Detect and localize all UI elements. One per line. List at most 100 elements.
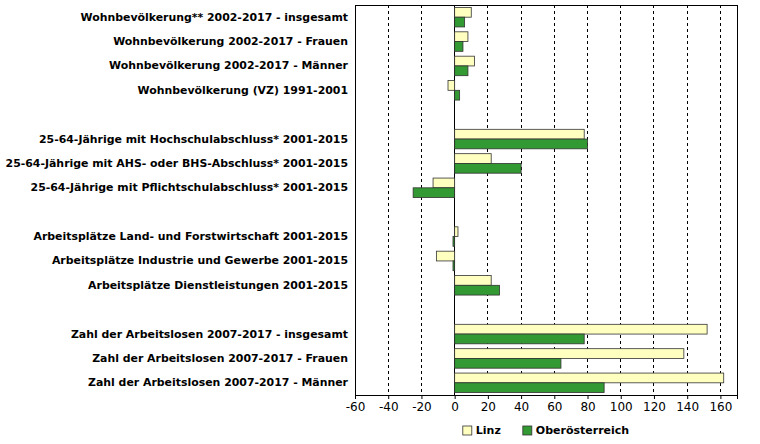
- tick: 25-64-Jährige mit AHS- oder BHS-Abschlus…: [6, 157, 355, 170]
- bar: [455, 7, 472, 17]
- bar: [453, 237, 455, 247]
- bar: [455, 227, 458, 237]
- tick: 100: [610, 395, 633, 414]
- bar: [455, 276, 492, 286]
- tick-mark: [421, 395, 422, 399]
- category-label: Wohnbevölkerung 2002-2017 - Männer: [109, 59, 349, 72]
- tick: Arbeitsplätze Industrie und Gewerbe 2001…: [52, 254, 355, 267]
- tick: 160: [709, 395, 732, 414]
- tick-label: 60: [547, 400, 562, 414]
- tick: Arbeitsplätze Land- und Forstwirtschaft …: [33, 230, 355, 243]
- category-label: Arbeitsplätze Industrie und Gewerbe 2001…: [52, 254, 348, 267]
- tick-label: -40: [379, 400, 399, 414]
- bar: [455, 66, 468, 76]
- tick: Wohnbevölkerung 2002-2017 - Frauen: [113, 35, 355, 48]
- tick: Zahl der Arbeitslosen 2007-2017 - Frauen: [92, 352, 355, 365]
- bar: [455, 383, 604, 393]
- category-label: Zahl der Arbeitslosen 2007-2017 - insges…: [71, 328, 348, 341]
- tick: -20: [412, 395, 432, 414]
- tick-mark: [588, 395, 589, 399]
- tick: 25-64-Jährige mit Pflichtschulabschluss*…: [31, 181, 355, 194]
- legend-label: Oberösterreich: [536, 424, 629, 437]
- tick: Wohnbevölkerung (VZ) 1991-2001: [138, 84, 355, 97]
- axis-line: [355, 6, 356, 396]
- series-bars: [413, 17, 604, 392]
- tick: Wohnbevölkerung** 2002-2017 - insgesamt: [81, 11, 355, 24]
- bar: [455, 324, 707, 334]
- bar: [455, 139, 588, 149]
- tick-mark: [687, 395, 688, 399]
- bars: [413, 7, 724, 392]
- bar: [455, 373, 724, 383]
- grid-line: [421, 5, 422, 395]
- tick: 80: [580, 395, 595, 414]
- tick-label: -20: [412, 400, 432, 414]
- tick-label: 120: [643, 400, 666, 414]
- legend-swatch: [523, 426, 532, 435]
- tick: 20: [481, 395, 496, 414]
- tick-label: 160: [709, 400, 732, 414]
- tick-mark: [488, 395, 489, 399]
- category-label: Arbeitsplätze Land- und Forstwirtschaft …: [33, 230, 348, 243]
- tick: -60: [346, 395, 366, 414]
- tick-mark: [621, 395, 622, 399]
- bar: [455, 129, 585, 139]
- category-label: 25-64-Jährige mit Hochschulabschluss* 20…: [39, 133, 348, 146]
- category-label: Zahl der Arbeitslosen 2007-2017 - Männer: [88, 376, 349, 389]
- tick: 0: [451, 395, 459, 414]
- tick-label: 140: [676, 400, 699, 414]
- chart: -60 -40 -20 0 20 40 60 80 100 120 140 160 Wohnbevölk…: [0, 0, 760, 444]
- legend-item: Oberösterreich: [523, 424, 629, 437]
- bar: [455, 285, 500, 295]
- grid-line: [687, 5, 688, 395]
- bar: [455, 349, 684, 359]
- tick: 40: [514, 395, 529, 414]
- tick: Zahl der Arbeitslosen 2007-2017 - Männer: [88, 376, 355, 389]
- grid-line: [587, 5, 588, 395]
- bar: [455, 334, 585, 344]
- tick-mark: [654, 395, 655, 399]
- bar: [455, 17, 465, 27]
- legend-swatch: [463, 426, 472, 435]
- grid-line: [720, 5, 721, 395]
- bar: [453, 261, 455, 271]
- tick: -40: [379, 395, 399, 414]
- tick-mark: [521, 395, 522, 399]
- x-axis: -60 -40 -20 0 20 40 60 80 100 120 140 160: [346, 395, 738, 414]
- tick: 60: [547, 395, 562, 414]
- bar: [455, 90, 460, 100]
- bar: [455, 358, 561, 368]
- category-label: 25-64-Jährige mit Pflichtschulabschluss*…: [31, 181, 348, 194]
- tick: 140: [676, 395, 699, 414]
- bar: [433, 178, 455, 188]
- tick-mark: [388, 395, 389, 399]
- category-label: Wohnbevölkerung (VZ) 1991-2001: [138, 84, 348, 97]
- tick-mark: [355, 395, 356, 399]
- plot: -60 -40 -20 0 20 40 60 80 100 120 140 160 Wohnbevölk…: [6, 5, 738, 414]
- grid-line: [620, 5, 621, 395]
- category-label: Wohnbevölkerung** 2002-2017 - insgesamt: [81, 11, 348, 24]
- bar: [455, 42, 463, 52]
- bar: [455, 56, 475, 66]
- bar: [436, 251, 454, 261]
- tick-label: 20: [481, 400, 496, 414]
- tick: Zahl der Arbeitslosen 2007-2017 - insges…: [71, 328, 355, 341]
- tick-mark: [720, 395, 721, 399]
- bar: [448, 81, 455, 91]
- bar: [413, 188, 455, 198]
- legend-label: Linz: [476, 424, 501, 437]
- legend-item: Linz: [463, 424, 501, 437]
- axis-line: [356, 396, 738, 400]
- tick-label: 40: [514, 400, 529, 414]
- tick-label: 100: [610, 400, 633, 414]
- tick-label: 0: [451, 400, 459, 414]
- series-bars: [433, 7, 724, 382]
- grid-line: [388, 5, 389, 395]
- category-label: Zahl der Arbeitslosen 2007-2017 - Frauen: [92, 352, 348, 365]
- bar: [455, 163, 521, 173]
- grid: [355, 5, 720, 395]
- tick-label: -60: [346, 400, 366, 414]
- legend: Linz Oberösterreich: [463, 424, 629, 437]
- tick: 25-64-Jährige mit Hochschulabschluss* 20…: [39, 133, 355, 146]
- tick: 120: [643, 395, 666, 414]
